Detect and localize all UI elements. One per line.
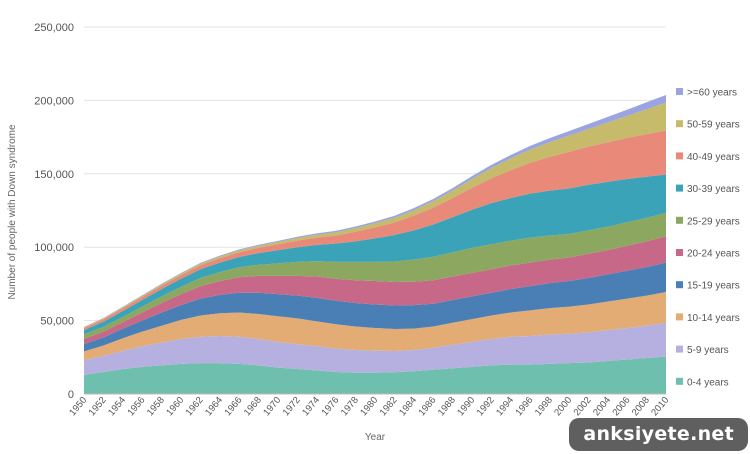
x-tick-label: 1992 xyxy=(475,395,497,418)
x-axis-title: Year xyxy=(365,432,386,443)
legend-swatch xyxy=(676,281,683,289)
x-tick-label: 1960 xyxy=(164,395,186,418)
x-tick-label: 1964 xyxy=(203,395,225,418)
y-tick-label: 150,000 xyxy=(34,169,74,181)
x-tick-label: 1956 xyxy=(125,395,147,418)
x-tick-label: 1984 xyxy=(397,395,419,418)
legend-label: 40-49 years xyxy=(687,152,740,163)
y-tick-label: 200,000 xyxy=(34,95,74,107)
x-tick-label: 2004 xyxy=(591,395,613,418)
x-tick-label: 1962 xyxy=(184,395,206,418)
x-tick-label: 1976 xyxy=(319,395,341,418)
x-tick-label: 1996 xyxy=(513,395,535,418)
area-30-39-years xyxy=(84,174,666,335)
legend-swatch xyxy=(676,249,683,256)
y-tick-label: 0 xyxy=(68,389,74,401)
area-60-years xyxy=(84,94,666,328)
x-tick-label: 1974 xyxy=(300,395,322,418)
area-40-49-years xyxy=(84,130,666,331)
area-20-24-years xyxy=(84,236,666,345)
area-50-59-years xyxy=(84,102,666,328)
watermark-badge: anksiyete.net xyxy=(569,418,748,451)
legend-label: 10-14 years xyxy=(687,313,740,324)
legend-label: 50-59 years xyxy=(687,120,740,131)
legend-label: 25-29 years xyxy=(687,216,740,227)
legend-swatch xyxy=(676,377,683,385)
x-tick-label: 1978 xyxy=(339,395,361,418)
legend-swatch xyxy=(676,152,683,160)
x-tick-label: 2010 xyxy=(649,395,671,418)
x-tick-label: 1998 xyxy=(533,395,555,418)
x-tick-label: 2006 xyxy=(610,395,632,418)
x-tick-label: 1952 xyxy=(87,395,109,418)
legend-swatch xyxy=(676,88,683,95)
legend-swatch xyxy=(676,184,683,192)
x-tick-label: 2002 xyxy=(572,395,594,418)
legend-swatch xyxy=(676,120,683,128)
x-tick-label: 1980 xyxy=(358,395,380,418)
legend-label: 20-24 years xyxy=(687,249,740,260)
x-tick-label: 1988 xyxy=(436,395,458,418)
x-tick-label: 1958 xyxy=(145,395,167,418)
x-tick-label: 1954 xyxy=(106,395,128,418)
area-15-19-years xyxy=(84,262,666,352)
y-tick-label: 250,000 xyxy=(34,22,74,34)
legend-swatch xyxy=(676,345,683,353)
x-tick-label: 1994 xyxy=(494,395,516,418)
x-tick-label: 1966 xyxy=(222,395,244,418)
x-tick-label: 1968 xyxy=(242,395,264,418)
area-series xyxy=(84,94,666,394)
area-0-4-years xyxy=(84,356,666,394)
legend: >=60 years 50-59 years 40-49 years 30-39 ye… xyxy=(676,88,740,388)
x-tick-label: 1972 xyxy=(281,395,303,418)
legend-label: 30-39 years xyxy=(687,184,740,195)
legend-swatch xyxy=(676,216,683,224)
legend-label: 5-9 years xyxy=(687,345,729,356)
area-25-29-years xyxy=(84,212,666,339)
legend-label: 0-4 years xyxy=(687,377,729,388)
area-5-9-years xyxy=(84,322,666,375)
legend-label: >=60 years xyxy=(687,88,737,99)
legend-swatch xyxy=(676,313,683,321)
area-10-14-years xyxy=(84,291,666,361)
y-tick-label: 50,000 xyxy=(40,316,74,328)
x-tick-label: 1990 xyxy=(455,395,477,418)
x-tick-label: 2000 xyxy=(552,395,574,418)
y-axis-title: Number of people with Down syndrome xyxy=(7,124,18,300)
y-tick-label: 100,000 xyxy=(34,242,74,254)
x-tick-label: 2008 xyxy=(630,395,652,418)
legend-label: 15-19 years xyxy=(687,281,740,292)
x-tick-label: 1986 xyxy=(416,395,438,418)
x-tick-label: 1970 xyxy=(261,395,283,418)
x-tick-label: 1982 xyxy=(378,395,400,418)
axes: 1950195219541956195819601962196419661968… xyxy=(67,393,671,418)
